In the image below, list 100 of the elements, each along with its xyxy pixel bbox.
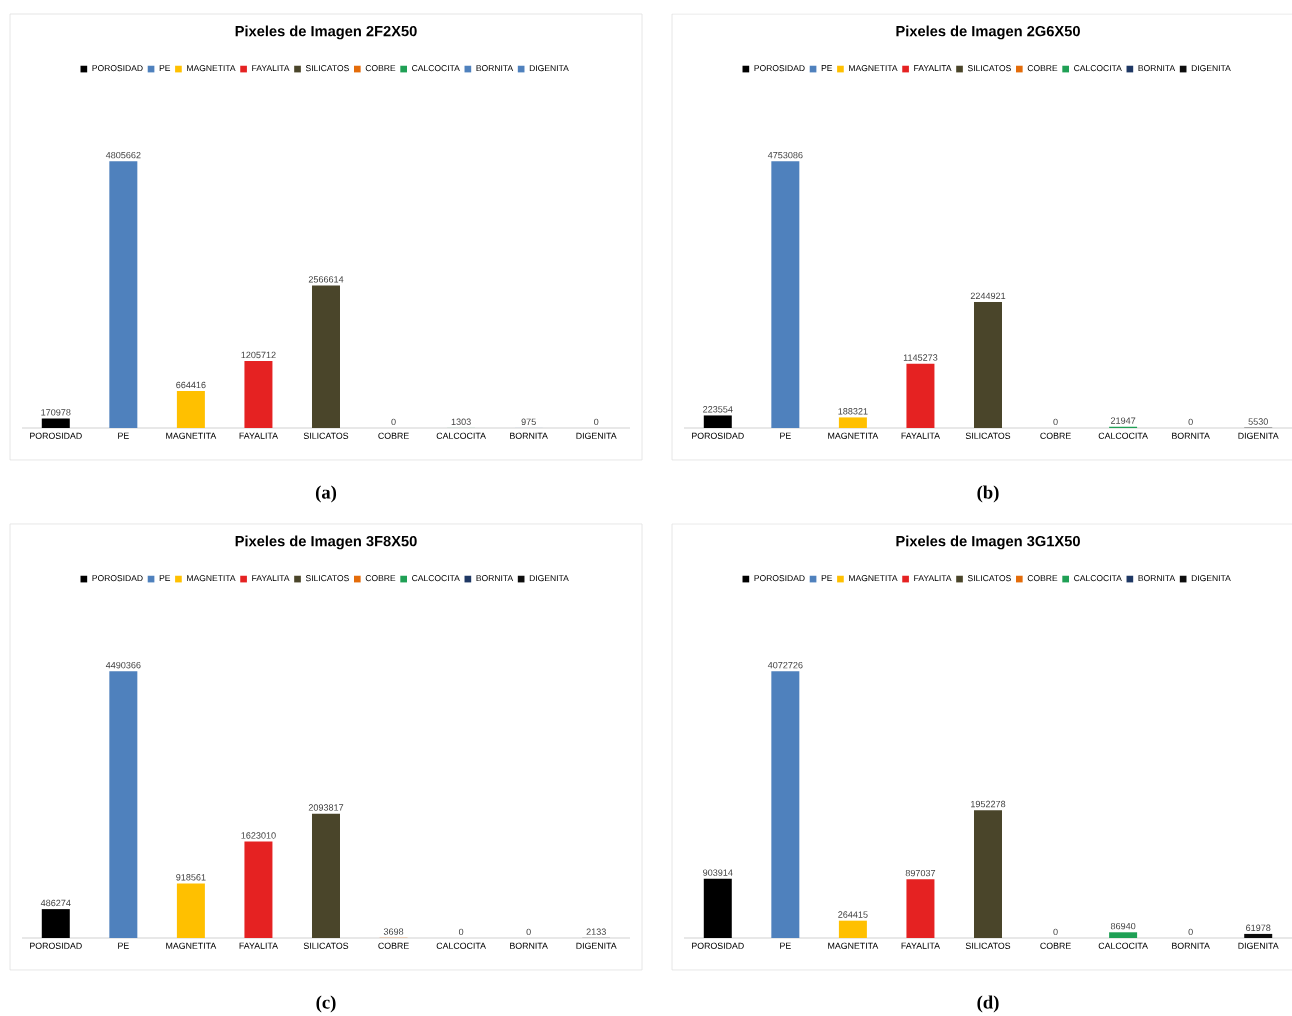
data-label: 2093817: [308, 804, 344, 811]
text: (c): [316, 995, 336, 1013]
x-tick-label: MAGNETITA: [828, 432, 879, 439]
x-tick-label: CALCOCITA: [1098, 942, 1148, 949]
x-tick-label: SILICATOS: [303, 942, 349, 949]
x-tick-label: COBRE: [1040, 432, 1071, 439]
data-label: 1145273: [903, 354, 938, 361]
data-label: 86940: [1110, 922, 1136, 930]
data-label: 170978: [41, 409, 71, 416]
x-tick-label: PE: [118, 432, 129, 439]
data-label: 0: [1053, 928, 1058, 936]
data-label: 2566614: [308, 276, 344, 283]
legend-label: CALCOCITA: [412, 65, 460, 72]
x-tick-label: DIGENITA: [576, 942, 617, 949]
x-tick-label: MAGNETITA: [828, 942, 879, 949]
data-label: 3698: [383, 928, 404, 935]
legend-label: FAYALITA: [914, 575, 952, 582]
legend-label: SILICATOS: [305, 575, 349, 582]
legend-label: SILICATOS: [305, 65, 349, 72]
data-label: 264415: [838, 911, 868, 918]
legend-label: SILICATOS: [967, 65, 1011, 72]
data-label: 21947: [1110, 417, 1136, 424]
legend-label: PE: [159, 575, 171, 582]
legend-label: COBRE: [1027, 65, 1058, 72]
legend-label: FAYALITA: [252, 575, 290, 582]
data-label: 0: [391, 418, 396, 426]
x-tick-label: BORNITA: [510, 942, 548, 949]
text: (a): [315, 485, 337, 503]
data-label: 486274: [40, 899, 71, 907]
legend-label: MAGNETITA: [849, 575, 898, 582]
legend-label: PE: [821, 575, 833, 582]
chart-title: Pixeles de Imagen 2G6X50: [896, 25, 1080, 40]
data-label: 0: [1053, 418, 1058, 426]
legend-label: COBRE: [365, 575, 396, 582]
legend-label: COBRE: [365, 65, 396, 72]
chart-title: Pixeles de Imagen 3G1X50: [896, 535, 1080, 550]
legend-label: MAGNETITA: [187, 575, 236, 582]
legend-label: DIGENITA: [529, 575, 569, 582]
x-tick-label: PE: [780, 942, 791, 949]
legend-label: SILICATOS: [967, 575, 1011, 582]
data-label: 2133: [586, 928, 606, 935]
x-tick-label: POROSIDAD: [692, 432, 744, 439]
x-tick-label: DIGENITA: [576, 432, 617, 439]
x-tick-label: POROSIDAD: [692, 942, 744, 949]
legend-label: PE: [821, 65, 833, 71]
x-tick-label: FAYALITA: [901, 432, 940, 439]
x-tick-label: COBRE: [378, 942, 409, 949]
x-tick-label: DIGENITA: [1238, 432, 1279, 439]
x-tick-label: CALCOCITA: [1098, 432, 1148, 439]
x-tick-label: MAGNETITA: [166, 942, 217, 949]
x-tick-label: FAYALITA: [901, 942, 940, 949]
x-tick-label: FAYALITA: [239, 942, 278, 949]
x-tick-label: SILICATOS: [965, 942, 1011, 949]
data-label: 1623010: [241, 832, 276, 839]
x-tick-label: DIGENITA: [1238, 942, 1279, 949]
data-label: 918561: [176, 874, 206, 881]
x-tick-label: SILICATOS: [303, 432, 349, 439]
data-label: 1205712: [241, 351, 276, 359]
data-label: 4490366: [105, 661, 141, 669]
data-label: 897037: [905, 869, 936, 877]
x-tick-label: SILICATOS: [965, 432, 1011, 439]
text: (b): [977, 485, 999, 503]
legend-label: DIGENITA: [1191, 65, 1231, 72]
text: (d): [977, 995, 999, 1013]
legend-label: POROSIDAD: [754, 65, 805, 72]
data-label: 0: [458, 928, 464, 936]
data-label: 1952278: [971, 800, 1006, 808]
x-tick-label: CALCOCITA: [436, 432, 486, 439]
x-tick-label: FAYALITA: [239, 432, 278, 439]
data-label: 0: [526, 928, 531, 936]
data-label: 0: [1188, 928, 1193, 936]
x-tick-label: BORNITA: [510, 432, 548, 439]
x-tick-label: PE: [118, 942, 129, 949]
data-label: 188321: [838, 408, 868, 415]
data-label: 2244921: [970, 292, 1006, 300]
data-label: 0: [1188, 418, 1193, 426]
legend-label: MAGNETITA: [187, 65, 236, 72]
data-label: 4072726: [767, 661, 803, 669]
legend-label: DIGENITA: [1191, 575, 1231, 582]
data-label: 5530: [1248, 418, 1268, 425]
legend-label: BORNITA: [1138, 65, 1176, 72]
data-label: 0: [594, 418, 599, 426]
legend-label: CALCOCITA: [1074, 575, 1122, 582]
data-label: 4805662: [105, 151, 141, 159]
data-label: 664416: [176, 381, 206, 389]
data-label: 975: [521, 418, 536, 425]
legend-label: BORNITA: [1138, 575, 1176, 582]
data-label: 223554: [703, 406, 733, 413]
x-tick-label: BORNITA: [1172, 942, 1210, 949]
legend-label: COBRE: [1027, 575, 1058, 582]
legend-label: FAYALITA: [914, 65, 952, 71]
chart-title: Pixeles de Imagen 3F8X50: [235, 535, 417, 550]
x-tick-label: BORNITA: [1172, 432, 1210, 439]
data-label: 61978: [1246, 924, 1271, 931]
legend-label: FAYALITA: [252, 65, 290, 71]
x-tick-label: POROSIDAD: [30, 432, 82, 439]
data-label: 903914: [703, 869, 733, 876]
x-tick-label: COBRE: [1040, 942, 1071, 949]
legend-label: CALCOCITA: [412, 575, 460, 582]
x-tick-label: COBRE: [378, 432, 409, 439]
